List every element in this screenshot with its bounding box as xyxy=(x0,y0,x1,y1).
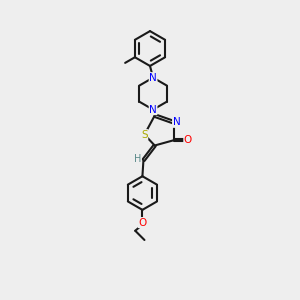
Text: S: S xyxy=(141,130,148,140)
Text: N: N xyxy=(172,117,180,127)
Text: H: H xyxy=(134,154,141,164)
Text: O: O xyxy=(184,135,192,145)
Text: N: N xyxy=(149,105,157,115)
Text: N: N xyxy=(149,73,157,82)
Text: O: O xyxy=(138,218,146,228)
